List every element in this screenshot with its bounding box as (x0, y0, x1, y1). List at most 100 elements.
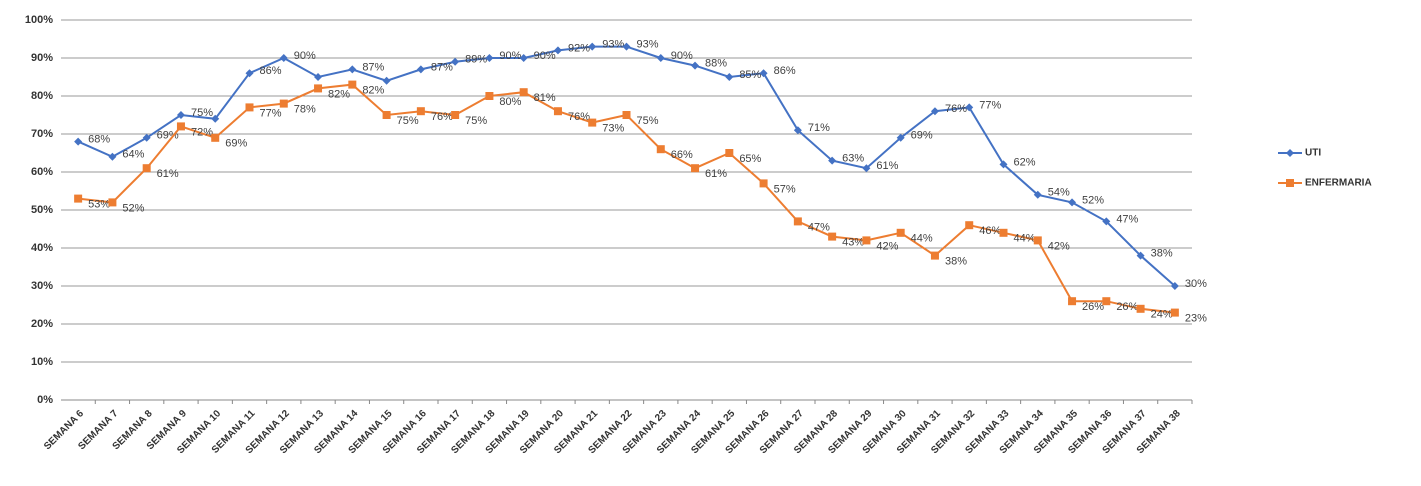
point (348, 80, 357, 89)
point (416, 65, 425, 74)
point (485, 54, 494, 62)
point (553, 46, 562, 55)
data-label: 75% (191, 107, 213, 119)
data-label: 24% (1151, 309, 1173, 321)
point (622, 42, 631, 51)
point (1170, 282, 1179, 290)
data-label: 69% (911, 130, 933, 142)
point (930, 251, 939, 260)
point (451, 57, 460, 66)
point (965, 221, 974, 230)
data-label: 52% (122, 202, 144, 214)
point (1033, 236, 1042, 245)
point (828, 156, 837, 165)
data-label: 42% (1048, 240, 1070, 252)
point (553, 107, 562, 116)
data-label: 26% (1082, 301, 1104, 313)
point (1068, 297, 1077, 306)
point (279, 54, 288, 62)
data-label: 87% (362, 61, 384, 73)
y-tick-label: 10% (31, 356, 53, 368)
point (588, 118, 597, 127)
point (691, 61, 700, 70)
point (176, 122, 185, 131)
data-label: 81% (534, 92, 556, 104)
point (965, 103, 974, 112)
point (999, 160, 1008, 169)
data-label: 76% (431, 111, 453, 123)
point (793, 126, 802, 135)
point (1136, 304, 1145, 313)
data-label: 66% (671, 149, 693, 161)
data-label: 93% (602, 39, 624, 51)
point (348, 65, 357, 74)
point (725, 73, 734, 81)
point (382, 76, 391, 85)
data-label: 78% (294, 104, 316, 116)
series-line (77, 45, 1176, 287)
legend-label: ENFERMARIA (1305, 178, 1372, 189)
point (1068, 198, 1077, 207)
y-tick-label: 100% (25, 14, 53, 26)
data-label: 38% (945, 256, 967, 268)
y-tick-label: 80% (31, 90, 53, 102)
data-label: 90% (671, 50, 693, 62)
data-label: 82% (328, 88, 350, 100)
data-label: 92% (568, 42, 590, 54)
data-label: 71% (808, 122, 830, 134)
point (1033, 190, 1042, 199)
point (176, 111, 185, 119)
data-label: 76% (568, 111, 590, 123)
point (896, 228, 905, 237)
point (1170, 308, 1179, 317)
point (930, 107, 939, 116)
data-label: 73% (602, 123, 624, 135)
point (211, 114, 220, 123)
data-label: 86% (260, 65, 282, 77)
point (588, 42, 597, 51)
point (142, 164, 151, 173)
point (1136, 251, 1145, 260)
data-label: 53% (88, 199, 110, 211)
point (896, 133, 905, 142)
y-tick-label: 30% (31, 280, 53, 292)
data-label: 62% (1014, 156, 1036, 168)
data-label: 75% (465, 115, 487, 127)
point (759, 179, 768, 188)
point (314, 73, 323, 81)
point (999, 228, 1008, 237)
data-label: 30% (1185, 278, 1207, 290)
data-label: 88% (705, 58, 727, 70)
point (485, 92, 494, 100)
data-label: 61% (876, 160, 898, 172)
data-label: 89% (465, 54, 487, 66)
data-label: 82% (362, 85, 384, 97)
data-label: 90% (294, 50, 316, 62)
data-label: 47% (808, 221, 830, 233)
data-label: 46% (979, 225, 1001, 237)
data-label: 63% (842, 153, 864, 165)
legend-marker (1286, 179, 1294, 187)
point (1102, 217, 1111, 226)
point (451, 111, 460, 119)
data-label: 77% (260, 107, 282, 119)
data-label: 77% (979, 99, 1001, 111)
data-label: 43% (842, 237, 864, 249)
data-label: 38% (1151, 248, 1173, 260)
y-tick-label: 20% (31, 318, 53, 330)
data-label: 85% (739, 69, 761, 81)
point (74, 194, 83, 203)
data-label: 75% (637, 115, 659, 127)
data-label: 64% (122, 149, 144, 161)
point (382, 111, 391, 119)
data-label: 42% (876, 240, 898, 252)
data-label: 61% (705, 168, 727, 180)
point (862, 236, 871, 245)
point (759, 69, 768, 78)
data-label: 44% (911, 233, 933, 245)
data-label: 93% (637, 39, 659, 51)
point (862, 164, 871, 173)
point (211, 133, 220, 142)
y-tick-label: 90% (31, 52, 53, 64)
